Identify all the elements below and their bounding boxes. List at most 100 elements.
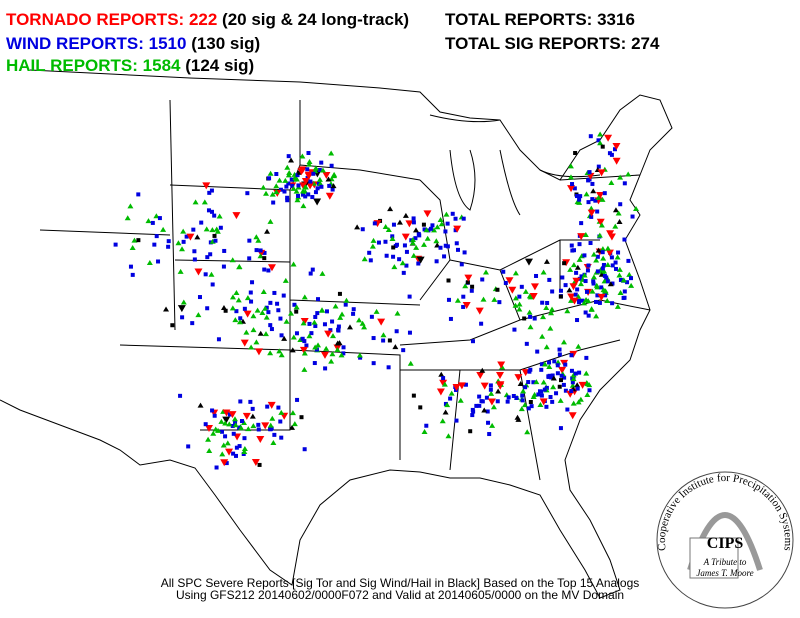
report-marker bbox=[612, 143, 621, 151]
report-marker bbox=[286, 181, 291, 186]
report-marker bbox=[604, 134, 613, 142]
report-marker bbox=[555, 363, 560, 368]
report-marker bbox=[310, 267, 315, 272]
report-marker bbox=[496, 381, 505, 389]
report-marker bbox=[595, 194, 602, 200]
report-marker bbox=[536, 392, 541, 397]
report-marker bbox=[282, 277, 289, 283]
report-marker bbox=[281, 293, 286, 298]
report-marker bbox=[622, 289, 627, 294]
report-marker bbox=[263, 190, 270, 196]
report-marker bbox=[570, 182, 575, 187]
report-marker bbox=[214, 465, 219, 470]
report-marker bbox=[312, 361, 317, 366]
report-marker bbox=[180, 299, 187, 305]
logo-name: CIPS bbox=[707, 535, 744, 552]
report-marker bbox=[315, 311, 320, 316]
report-marker bbox=[250, 327, 257, 333]
report-marker bbox=[570, 380, 575, 385]
report-marker bbox=[218, 418, 225, 424]
report-marker bbox=[254, 348, 263, 356]
report-marker bbox=[319, 307, 326, 313]
report-marker bbox=[609, 152, 614, 157]
report-marker bbox=[605, 279, 610, 284]
report-marker bbox=[599, 246, 606, 252]
report-marker bbox=[584, 355, 589, 360]
report-marker bbox=[407, 294, 412, 299]
report-marker bbox=[586, 313, 591, 318]
report-marker bbox=[255, 237, 262, 243]
report-marker bbox=[304, 172, 313, 180]
cips-logo: Cooperative Institute for Precipitation … bbox=[656, 471, 794, 609]
report-marker bbox=[225, 448, 234, 456]
report-marker bbox=[306, 192, 311, 197]
report-marker bbox=[297, 168, 306, 176]
report-marker bbox=[212, 233, 217, 238]
report-marker bbox=[267, 218, 274, 224]
report-marker bbox=[537, 401, 544, 407]
report-marker bbox=[394, 310, 401, 316]
report-marker bbox=[267, 170, 274, 176]
report-marker bbox=[232, 212, 241, 220]
report-marker bbox=[113, 242, 118, 247]
report-marker bbox=[495, 371, 504, 379]
report-marker bbox=[300, 318, 309, 326]
report-marker bbox=[262, 305, 269, 311]
report-marker bbox=[582, 253, 587, 258]
report-marker bbox=[527, 294, 534, 300]
report-marker bbox=[422, 227, 427, 232]
report-marker bbox=[202, 182, 211, 190]
report-marker bbox=[524, 258, 533, 266]
report-marker bbox=[531, 380, 536, 385]
report-marker bbox=[505, 399, 510, 404]
report-marker bbox=[465, 280, 470, 285]
report-marker bbox=[430, 223, 435, 228]
report-marker bbox=[299, 153, 306, 159]
report-marker bbox=[539, 393, 544, 398]
report-marker bbox=[308, 271, 313, 276]
report-marker bbox=[296, 183, 301, 188]
report-marker bbox=[292, 302, 297, 307]
report-marker bbox=[325, 192, 334, 200]
report-marker bbox=[329, 333, 336, 339]
report-marker bbox=[508, 286, 517, 294]
report-marker bbox=[390, 234, 395, 239]
report-marker bbox=[282, 189, 287, 194]
report-marker bbox=[512, 270, 519, 276]
report-marker bbox=[548, 395, 553, 400]
report-marker bbox=[424, 423, 429, 428]
report-marker bbox=[520, 393, 525, 398]
report-marker bbox=[330, 187, 335, 192]
report-marker bbox=[222, 420, 229, 426]
logo-tribute: A Tribute to bbox=[703, 557, 747, 567]
report-marker bbox=[302, 447, 307, 452]
report-marker bbox=[497, 300, 502, 305]
report-marker bbox=[453, 225, 462, 233]
report-marker bbox=[289, 177, 294, 182]
report-marker bbox=[621, 295, 626, 300]
report-marker bbox=[604, 297, 611, 303]
report-marker bbox=[194, 234, 201, 240]
report-marker bbox=[231, 416, 238, 422]
report-marker bbox=[241, 419, 248, 425]
report-marker bbox=[557, 384, 562, 389]
hail-count: 1584 bbox=[142, 56, 181, 75]
report-marker bbox=[373, 308, 380, 314]
report-marker bbox=[574, 382, 581, 388]
report-marker bbox=[543, 258, 550, 264]
report-marker bbox=[527, 324, 534, 330]
report-marker bbox=[523, 385, 528, 390]
report-marker bbox=[559, 373, 564, 378]
report-marker bbox=[409, 237, 416, 243]
report-marker bbox=[530, 393, 537, 399]
report-marker bbox=[175, 240, 182, 246]
report-marker bbox=[203, 272, 208, 277]
report-marker bbox=[583, 191, 590, 197]
report-marker bbox=[599, 196, 606, 202]
report-marker bbox=[295, 397, 300, 402]
report-marker bbox=[454, 297, 461, 303]
report-marker bbox=[524, 429, 531, 435]
report-marker bbox=[332, 303, 339, 309]
report-marker bbox=[615, 210, 622, 216]
total-line: TOTAL REPORTS: 3316 bbox=[445, 10, 635, 30]
